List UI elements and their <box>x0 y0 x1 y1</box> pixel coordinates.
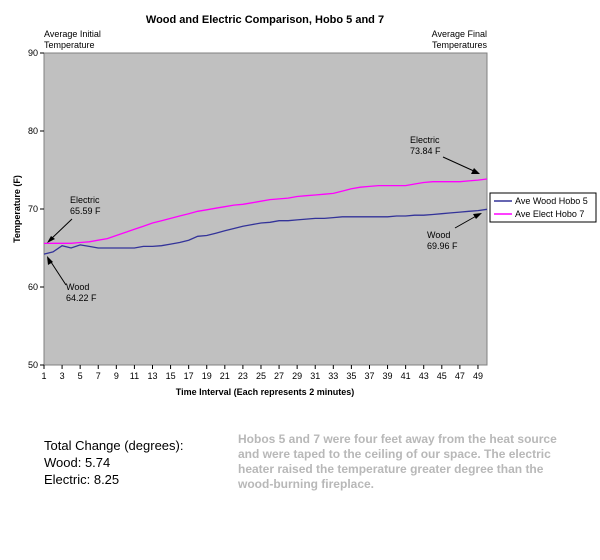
y-tick-label: 50 <box>28 360 38 370</box>
wood-initial-arrow <box>48 258 67 286</box>
annotation-initial-heading: Average Initial Temperature <box>44 29 101 50</box>
x-tick-label: 15 <box>166 371 176 381</box>
wood-initial-line-2: 64.22 F <box>66 293 97 303</box>
x-tick-label: 33 <box>328 371 338 381</box>
explanation-note: Hobos 5 and 7 were four feet away from t… <box>238 432 557 491</box>
elec-initial-line-2: 65.59 F <box>70 206 101 216</box>
x-tick-label: 5 <box>78 371 83 381</box>
x-axis-label: Time Interval (Each represents 2 minutes… <box>176 387 354 397</box>
x-tick-label: 13 <box>147 371 157 381</box>
x-tick-label: 7 <box>96 371 101 381</box>
x-tick-label: 47 <box>455 371 465 381</box>
series-lines <box>43 178 488 255</box>
x-tick-label: 25 <box>256 371 266 381</box>
total-change-summary: Total Change (degrees): Wood: 5.74 Elect… <box>44 437 183 488</box>
y-tick-label: 70 <box>28 204 38 214</box>
x-tick-label: 3 <box>60 371 65 381</box>
y-axis: 50 60 70 80 90 <box>28 48 44 370</box>
x-tick-label: 11 <box>130 371 139 381</box>
summary-heading: Total Change (degrees): <box>44 438 184 453</box>
x-tick-label: 35 <box>346 371 356 381</box>
wood-final-arrow <box>454 214 479 229</box>
legend: Ave Wood Hobo 5 Ave Elect Hobo 7 <box>489 192 597 223</box>
series-line-electric <box>43 178 488 245</box>
x-axis: 1 3 5 7 9 11 13 15 17 19 21 23 25 27 29 31 33 35 37 39 41 43 4… <box>41 365 483 381</box>
chart: Wood and Electric Comparison, Hobo 5 and… <box>12 14 597 397</box>
legend-label-wood: Ave Wood Hobo 5 <box>515 196 588 206</box>
series-line-wood <box>43 208 488 255</box>
y-tick-label: 90 <box>28 48 38 58</box>
x-tick-label: 31 <box>310 371 320 381</box>
x-tick-label: 1 <box>41 371 46 381</box>
annotation-electric-final: Electric 73.84 F <box>410 135 480 174</box>
x-tick-label: 19 <box>202 371 212 381</box>
x-tick-label: 21 <box>220 371 230 381</box>
x-tick-label: 45 <box>437 371 447 381</box>
elec-final-line-1: Electric <box>410 135 440 145</box>
elec-final-line-2: 73.84 F <box>410 146 441 156</box>
annotation-final-heading: Average Final Temperatures <box>432 29 488 50</box>
wood-final-arrowhead <box>473 213 482 219</box>
wood-initial-line-1: Wood <box>66 282 89 292</box>
y-axis-label: Temperature (F) <box>12 175 22 243</box>
legend-box <box>489 192 597 223</box>
summary-wood: Wood: 5.74 <box>44 455 111 470</box>
x-tick-label: 49 <box>473 371 483 381</box>
y-tick-label: 80 <box>28 126 38 136</box>
elec-initial-line-1: Electric <box>70 195 100 205</box>
annotation-wood-initial: Wood 64.22 F <box>47 256 97 303</box>
x-tick-label: 23 <box>238 371 248 381</box>
x-tick-label: 29 <box>292 371 302 381</box>
annotation-wood-final: Wood 69.96 F <box>427 213 482 251</box>
x-tick-label: 41 <box>401 371 411 381</box>
initial-heading-line-2: Temperature <box>44 40 95 50</box>
legend-label-electric: Ave Elect Hobo 7 <box>515 209 584 219</box>
plot-area <box>43 52 488 366</box>
initial-heading-line-1: Average Initial <box>44 29 101 39</box>
summary-electric: Electric: 8.25 <box>44 472 120 487</box>
x-tick-label: 43 <box>419 371 429 381</box>
wood-final-line-1: Wood <box>427 230 450 240</box>
wood-final-line-2: 69.96 F <box>427 241 458 251</box>
elec-initial-arrowhead <box>47 236 55 243</box>
annotation-electric-initial: Electric 65.59 F <box>47 195 101 243</box>
final-heading-line-2: Temperatures <box>432 40 488 50</box>
chart-title: Wood and Electric Comparison, Hobo 5 and… <box>146 14 384 26</box>
x-tick-label: 17 <box>184 371 194 381</box>
x-tick-label: 39 <box>383 371 393 381</box>
elec-initial-arrow <box>49 218 73 241</box>
x-tick-label: 37 <box>364 371 374 381</box>
x-tick-label: 9 <box>114 371 119 381</box>
elec-final-arrowhead <box>471 168 480 174</box>
final-heading-line-1: Average Final <box>432 29 487 39</box>
elec-final-arrow <box>442 156 477 173</box>
y-tick-label: 60 <box>28 282 38 292</box>
wood-initial-arrowhead <box>47 256 53 265</box>
x-tick-label: 27 <box>274 371 284 381</box>
